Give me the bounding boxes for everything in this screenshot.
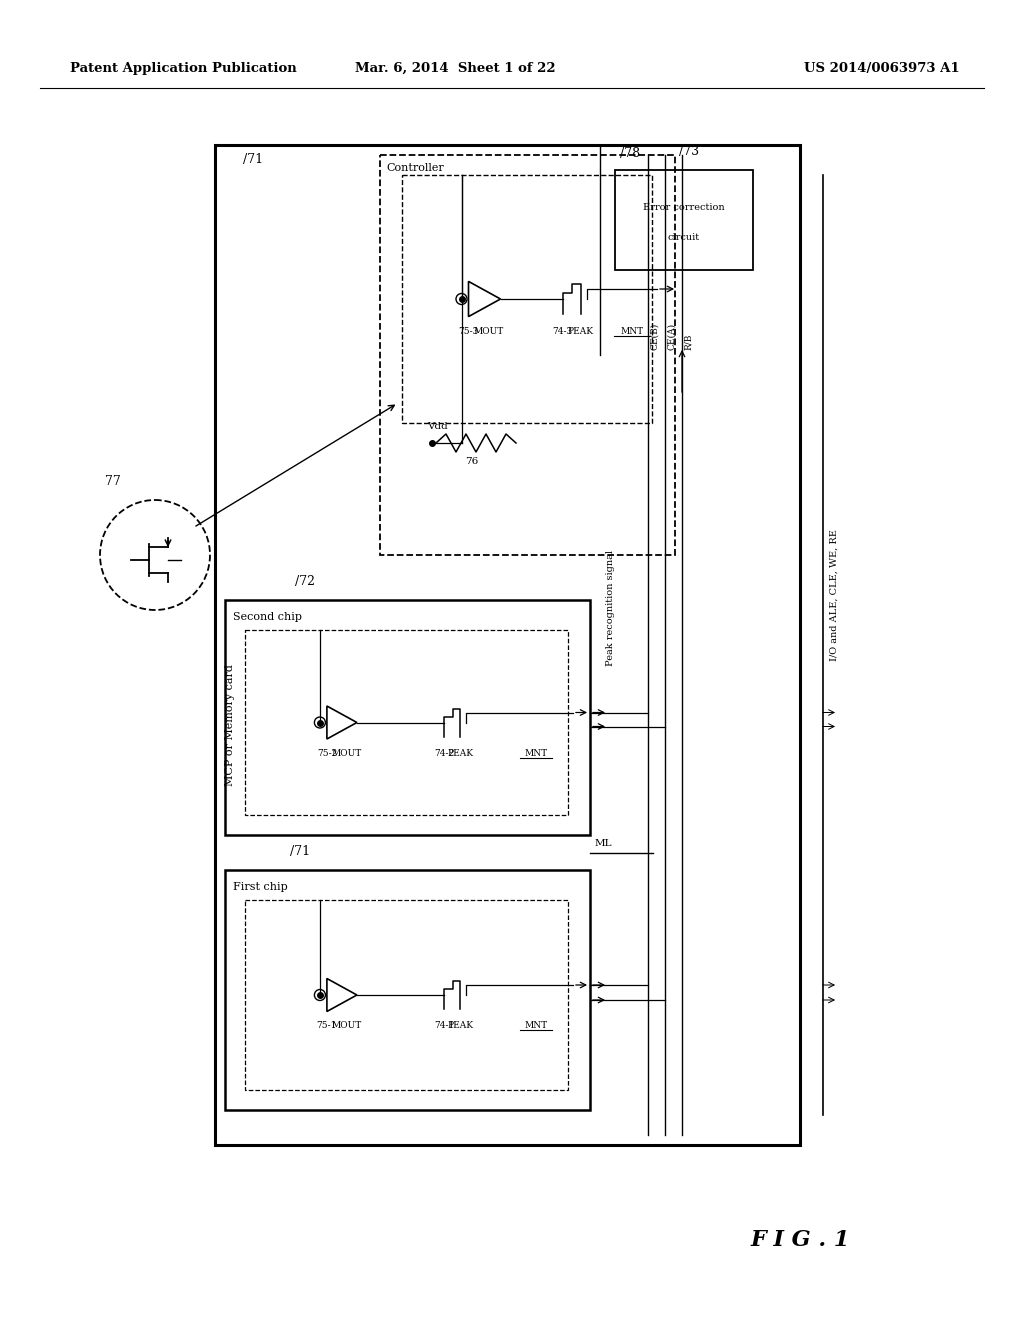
Text: 75-2: 75-2 [316,748,337,758]
Text: /72: /72 [295,576,315,587]
Text: Mar. 6, 2014  Sheet 1 of 22: Mar. 6, 2014 Sheet 1 of 22 [354,62,555,75]
Bar [245,630,568,814]
Text: CE(A): CE(A) [667,323,676,350]
Bar [225,870,590,1110]
Text: MOUT: MOUT [332,1020,362,1030]
Bar [215,145,800,1144]
Text: F I G . 1: F I G . 1 [751,1229,850,1251]
Text: I/O and ALE, CLE, WE, RE: I/O and ALE, CLE, WE, RE [830,529,839,661]
Text: First chip: First chip [233,882,288,892]
Text: 74-1: 74-1 [434,1020,454,1030]
Bar [380,154,675,554]
Text: /71: /71 [243,153,263,166]
Text: /78: /78 [620,147,640,160]
Text: CE(B): CE(B) [650,323,659,350]
Text: MOUT: MOUT [473,327,504,337]
Bar [615,170,753,271]
Text: 74-3: 74-3 [552,327,572,337]
Text: ML: ML [595,840,612,847]
Text: Second chip: Second chip [233,612,302,622]
Text: MCP or Memory card: MCP or Memory card [225,664,234,785]
Text: US 2014/0063973 A1: US 2014/0063973 A1 [805,62,961,75]
Text: 74-2: 74-2 [434,748,454,758]
Text: circuit: circuit [668,234,700,243]
Text: MNT: MNT [524,1020,547,1030]
Bar [402,176,652,422]
Text: 76: 76 [465,457,478,466]
Text: Controller: Controller [386,162,443,173]
Text: PEAK: PEAK [567,327,594,337]
Text: PEAK: PEAK [447,748,474,758]
Text: 75-3: 75-3 [459,327,478,337]
Bar [225,601,590,836]
Text: R/B: R/B [684,334,693,350]
Text: 75-1: 75-1 [316,1020,337,1030]
Text: MNT: MNT [621,327,643,337]
Text: MOUT: MOUT [332,748,362,758]
Text: MNT: MNT [524,748,547,758]
Text: PEAK: PEAK [447,1020,474,1030]
Text: Error correction: Error correction [643,203,725,213]
Bar [245,900,568,1090]
Text: /73: /73 [679,145,699,158]
Text: /71: /71 [290,845,310,858]
Text: Peak recognition signal: Peak recognition signal [606,550,615,667]
Text: Patent Application Publication: Patent Application Publication [70,62,297,75]
Text: Vdd: Vdd [427,422,447,432]
Text: 77: 77 [105,475,121,488]
